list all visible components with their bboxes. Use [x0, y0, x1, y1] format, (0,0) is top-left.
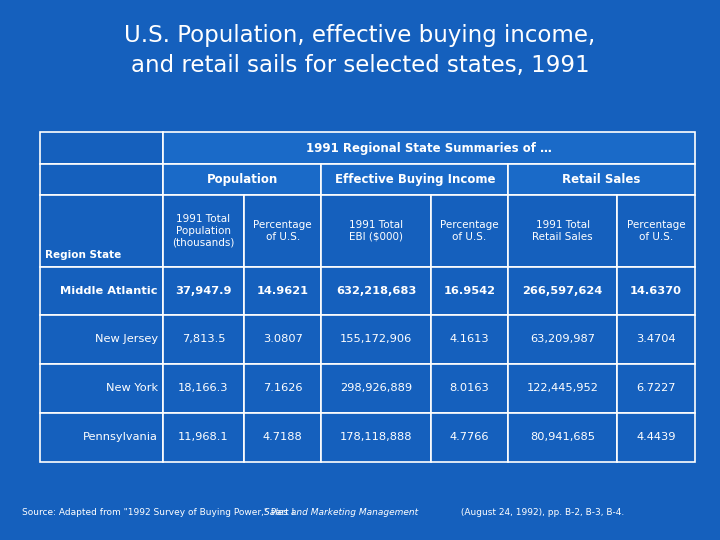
Bar: [244, 413, 321, 462]
Text: Pennsylvania: Pennsylvania: [83, 432, 158, 442]
Bar: [321, 195, 431, 267]
Bar: [163, 164, 321, 195]
Text: 3.0807: 3.0807: [263, 334, 302, 344]
Text: 122,445,952: 122,445,952: [527, 383, 598, 393]
Bar: [40, 132, 163, 164]
Bar: [617, 413, 695, 462]
Bar: [321, 315, 431, 363]
Text: Percentage
of U.S.: Percentage of U.S.: [440, 220, 499, 242]
Bar: [40, 315, 163, 363]
Bar: [617, 267, 695, 315]
Text: 14.9621: 14.9621: [256, 286, 309, 295]
Bar: [244, 195, 321, 267]
Text: 4.1613: 4.1613: [449, 334, 489, 344]
Text: Region State: Region State: [45, 250, 122, 260]
Bar: [244, 267, 321, 315]
Text: 11,968.1: 11,968.1: [178, 432, 229, 442]
Text: Population: Population: [207, 173, 278, 186]
Text: 14.6370: 14.6370: [630, 286, 682, 295]
Text: 4.7766: 4.7766: [449, 432, 489, 442]
Text: New Jersey: New Jersey: [95, 334, 158, 344]
Text: 80,941,685: 80,941,685: [530, 432, 595, 442]
Text: Source: Adapted from "1992 Survey of Buying Power," Part I.: Source: Adapted from "1992 Survey of Buy…: [22, 508, 300, 517]
Text: 298,926,889: 298,926,889: [340, 383, 412, 393]
Bar: [431, 267, 508, 315]
Text: 63,209,987: 63,209,987: [530, 334, 595, 344]
Text: U.S. Population, effective buying income,
and retail sails for selected states, : U.S. Population, effective buying income…: [125, 24, 595, 77]
Bar: [508, 267, 617, 315]
Bar: [617, 195, 695, 267]
Text: Retail Sales: Retail Sales: [562, 173, 641, 186]
Bar: [244, 363, 321, 413]
Text: 16.9542: 16.9542: [444, 286, 495, 295]
Bar: [431, 315, 508, 363]
Text: Sales and Marketing Management: Sales and Marketing Management: [264, 508, 418, 517]
Bar: [431, 363, 508, 413]
Bar: [321, 164, 508, 195]
Text: 178,118,888: 178,118,888: [340, 432, 413, 442]
Text: Percentage
of U.S.: Percentage of U.S.: [626, 220, 685, 242]
Text: 4.7188: 4.7188: [263, 432, 302, 442]
Bar: [321, 267, 431, 315]
Text: 8.0163: 8.0163: [449, 383, 489, 393]
Text: 266,597,624: 266,597,624: [523, 286, 603, 295]
Bar: [163, 132, 695, 164]
Text: New York: New York: [106, 383, 158, 393]
Text: 1991 Regional State Summaries of …: 1991 Regional State Summaries of …: [306, 141, 552, 154]
Text: 18,166.3: 18,166.3: [178, 383, 229, 393]
Text: 1991 Total
EBI ($000): 1991 Total EBI ($000): [349, 220, 403, 242]
Text: (August 24, 1992), pp. B-2, B-3, B-4.: (August 24, 1992), pp. B-2, B-3, B-4.: [458, 508, 624, 517]
Text: 155,172,906: 155,172,906: [340, 334, 412, 344]
Text: Effective Buying Income: Effective Buying Income: [335, 173, 495, 186]
Text: 7,813.5: 7,813.5: [181, 334, 225, 344]
Text: 4.4439: 4.4439: [636, 432, 676, 442]
Bar: [40, 413, 163, 462]
Bar: [163, 413, 244, 462]
Text: 632,218,683: 632,218,683: [336, 286, 416, 295]
Text: 6.7227: 6.7227: [636, 383, 676, 393]
Text: Middle Atlantic: Middle Atlantic: [60, 286, 158, 295]
Text: Percentage
of U.S.: Percentage of U.S.: [253, 220, 312, 242]
Bar: [617, 363, 695, 413]
Text: 1991 Total
Retail Sales: 1991 Total Retail Sales: [532, 220, 593, 242]
Bar: [163, 363, 244, 413]
Bar: [431, 195, 508, 267]
Text: 1991 Total
Population
(thousands): 1991 Total Population (thousands): [172, 214, 235, 248]
Bar: [617, 315, 695, 363]
Bar: [163, 315, 244, 363]
Bar: [431, 413, 508, 462]
Text: 7.1626: 7.1626: [263, 383, 302, 393]
Bar: [40, 267, 163, 315]
Bar: [508, 195, 617, 267]
Bar: [508, 363, 617, 413]
Bar: [163, 195, 244, 267]
Bar: [40, 195, 163, 267]
Bar: [244, 315, 321, 363]
Bar: [321, 363, 431, 413]
Text: 37,947.9: 37,947.9: [175, 286, 232, 295]
Bar: [40, 164, 163, 195]
Bar: [508, 413, 617, 462]
Bar: [321, 413, 431, 462]
Bar: [508, 164, 695, 195]
Bar: [40, 363, 163, 413]
Text: 3.4704: 3.4704: [636, 334, 676, 344]
Bar: [163, 267, 244, 315]
Bar: [508, 315, 617, 363]
